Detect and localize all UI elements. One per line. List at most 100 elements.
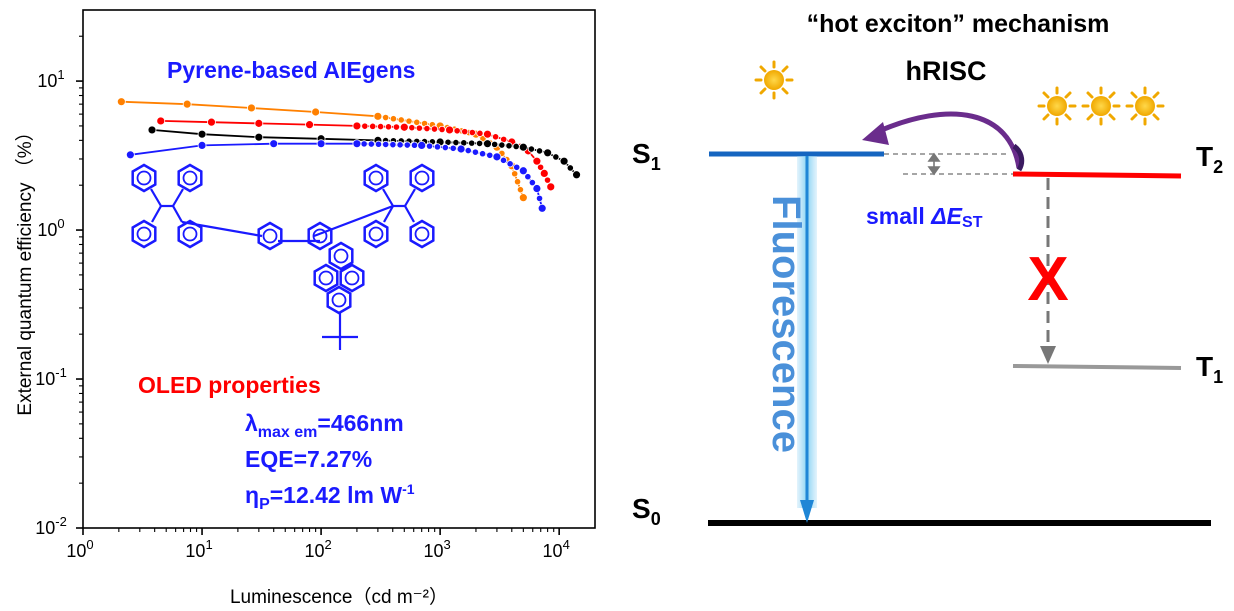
mechanism-title: “hot exciton” mechanism [807,10,1110,38]
series-point [410,141,419,149]
series-point [382,113,390,122]
series-point [408,124,416,132]
series-point [116,97,126,107]
t2-level [1012,171,1182,179]
series-point [377,122,385,131]
series-point [483,129,492,139]
series-point [532,184,542,193]
series-point [396,141,404,149]
t1-label: T1 [1196,351,1223,387]
series-point [367,140,375,148]
series-point [269,139,279,149]
series-point [518,166,528,176]
series-point [527,145,536,153]
compound-class-label: Pyrene-based AIEgens [167,57,415,83]
series-point [518,142,528,152]
series-point [311,107,321,117]
lambda-max-label: λmax em=466nm [245,410,404,441]
series-point [535,147,544,155]
series-point [197,141,207,150]
series-point [486,151,494,159]
series-point [441,143,449,152]
series-point [539,169,549,178]
series-point [543,148,553,158]
hrisc-arrow [875,111,1022,169]
y-tick-label: 100 [37,216,64,240]
gap-double-arrow [927,152,941,176]
x-tick-label: 101 [185,537,212,561]
series-point [247,103,256,113]
t2-label: T2 [1196,141,1223,177]
blocked-x-mark: X [1027,245,1068,314]
eqe-label: EQE=7.27% [245,446,372,472]
series-point [433,143,442,151]
y-tick-label: 10-1 [35,365,67,389]
series-point [384,123,393,131]
series-point [506,160,514,168]
series-point [352,121,362,131]
sun-icon [754,60,794,100]
series-point [207,117,216,127]
power-efficiency-label: ηP=12.42 lm W-1 [245,481,415,513]
series-point [478,150,487,158]
series-point [492,152,502,162]
sun-icon [1125,86,1165,126]
series-point [445,125,454,135]
series-point [566,164,574,172]
x-tick-label: 104 [543,537,570,561]
series-point [438,125,446,134]
x-tick-label: 103 [423,537,450,561]
s1-label: S1 [632,138,661,174]
axis-ticks: 100 101 102 103 104 10-2 10-1 100 101 [35,35,570,561]
series-point [552,153,560,161]
series-point [532,156,542,166]
series-point [464,146,472,155]
pyrene-aiegen-structure [131,163,435,350]
series-point [415,124,423,132]
series-point [430,125,439,133]
series-point [305,120,314,130]
series-point [413,118,421,126]
y-tick-label: 101 [37,67,64,91]
y-tick-label: 10-2 [35,514,67,538]
series-point [475,139,484,147]
series-point [197,129,207,139]
series-point [373,111,383,121]
series-point [543,176,552,184]
series-point [389,141,397,149]
series-point [513,178,522,186]
series-point [468,139,476,147]
series-point [369,122,377,130]
series-point [491,133,500,141]
series-point [491,140,499,148]
series-point [147,125,157,135]
series-point [518,193,528,203]
plot-frame [82,9,596,529]
x-axis-title: Luminescence（cd m⁻²） [230,586,448,608]
series-point [516,186,525,194]
series-point [423,124,431,133]
small-delta-est-label: small ΔEST [866,203,983,231]
series-point [476,129,484,137]
eqe-luminance-chart: 100 101 102 103 104 10-2 10-1 100 101 Luminescen… [14,9,596,608]
series-point [254,118,264,128]
series-point [405,117,413,125]
s0-label: S0 [632,493,661,529]
series-point [546,182,556,192]
series-point [498,141,506,149]
series-point [559,156,569,166]
y-axis-title: External quantum efficiency （%） [14,122,36,415]
series-point [316,139,326,149]
series-point [352,139,362,149]
series-point [403,141,411,149]
series-point [513,163,521,171]
fluorescence-label: Fluorescence [764,195,808,453]
data-series [116,97,581,213]
series-point [536,163,545,171]
x-tick-label: 102 [304,537,331,561]
series-point [461,128,469,136]
series-point [483,139,492,149]
series-point [535,194,544,203]
series-point [425,142,434,150]
